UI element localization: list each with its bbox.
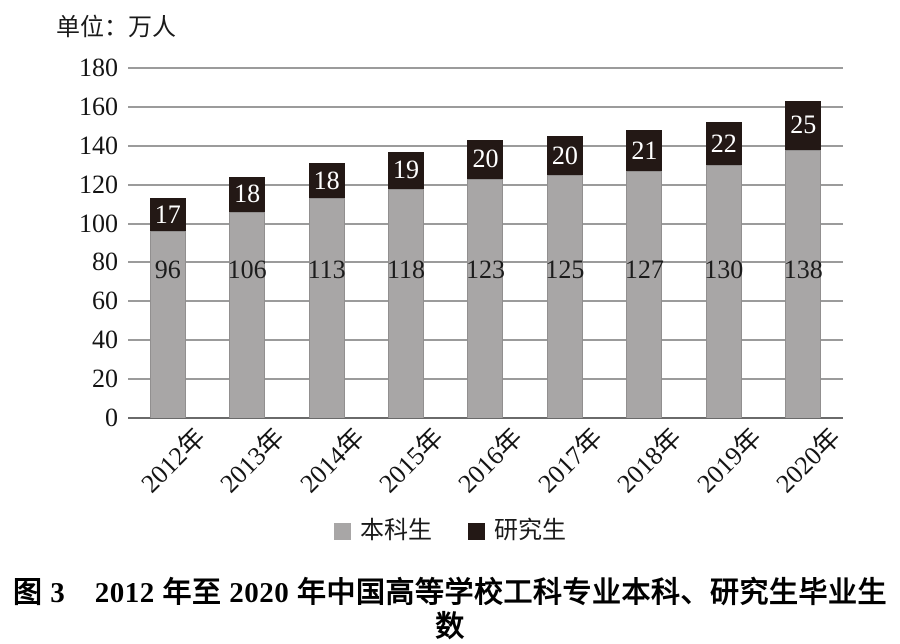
grad-value-label-2017: 20: [551, 140, 578, 170]
bars-container: 17 96 2012年 18 106 2013年 18 113 2014年 19 118 2015年 2…: [128, 68, 846, 498]
undergrad-value-label-2015: 118: [387, 255, 426, 284]
gridline-180: [128, 67, 843, 69]
grad-value-label-2016: 20: [472, 144, 499, 174]
x-tick-label-2014: 2014年: [294, 422, 370, 499]
undergrad-bar-segment-2014: [308, 198, 345, 418]
undergrad-bar-segment-2018: [626, 171, 663, 418]
grad-bar-segment-2016: 20: [467, 139, 504, 179]
y-tick-label-0: 0: [105, 403, 118, 432]
undergrad-value-label-2018: 127: [624, 255, 664, 284]
undergrad-value-label-2014: 113: [307, 255, 346, 284]
y-axis-unit-label: 单位：万人: [56, 15, 176, 41]
bar-column-2020: 25 138 2020年: [764, 68, 846, 498]
bar-column-2015: 19 118 2015年: [366, 68, 449, 498]
undergrad-value-label-2013: 106: [227, 255, 267, 284]
grad-value-label-2013: 18: [234, 179, 261, 209]
y-tick-label-80: 80: [92, 247, 118, 277]
grad-bar-segment-2015: 19: [388, 151, 425, 189]
x-tick-label-2016: 2016年: [452, 422, 529, 499]
legend-item-undergrad: 本科生: [334, 517, 432, 546]
undergrad-bar-segment-2019: [705, 165, 742, 418]
grad-bar-segment-2019: 22: [705, 122, 742, 166]
x-tick-label-2020: 2020年: [770, 422, 847, 499]
undergrad-bar-segment-2016: [467, 178, 504, 418]
undergrad-bar-segment-2013: [229, 211, 266, 418]
figure-page: 单位：万人 0 20 40 60 80 100 120 140 160 180 17 96 2012年 1…: [0, 13, 900, 643]
y-tick-label-160: 160: [79, 91, 118, 121]
plot-area: 0 20 40 60 80 100 120 140 160 180 17 96 2012年 18 106 20…: [79, 55, 846, 499]
figure-caption: 图 3 2012 年至 2020 年中国高等学校工科专业本科、研究生毕业生数: [12, 577, 887, 643]
bar-column-2018: 21 127 2018年: [605, 68, 687, 498]
grad-value-label-2015: 19: [393, 155, 420, 185]
grad-value-label-2019: 22: [710, 128, 737, 158]
legend: 本科生 研究生: [0, 517, 900, 546]
x-axis-line: [128, 417, 843, 419]
legend-label-grad: 研究生: [494, 518, 566, 544]
y-tick-label-40: 40: [92, 325, 118, 355]
grad-value-label-2012: 17: [154, 199, 181, 229]
grad-value-label-2014: 18: [313, 165, 340, 195]
grad-bar-segment-2020: 25: [785, 101, 822, 150]
grad-bar-segment-2013: 18: [229, 176, 266, 212]
x-tick-label-2015: 2015年: [373, 422, 450, 499]
x-tick-label-2018: 2018年: [611, 422, 688, 499]
grad-value-label-2020: 25: [790, 110, 817, 140]
grad-bar-segment-2014: 18: [308, 163, 345, 199]
legend-label-undergrad: 本科生: [360, 518, 432, 544]
bar-column-2013: 18 106 2013年: [207, 68, 290, 498]
undergrad-value-label-2016: 123: [465, 255, 505, 284]
grad-value-label-2018: 21: [631, 135, 658, 165]
x-tick-label-2019: 2019年: [691, 422, 767, 499]
x-tick-label-2017: 2017年: [532, 422, 608, 499]
undergrad-bar-segment-2015: [388, 188, 425, 418]
undergrad-bar-segment-2017: [546, 174, 583, 418]
x-tick-label-2012: 2012年: [135, 422, 211, 499]
grad-bar-segment-2012: 17: [149, 198, 186, 232]
undergrad-bar-segment-2012: [149, 231, 186, 418]
x-tick-label-2013: 2013年: [214, 422, 291, 499]
y-tick-label-100: 100: [79, 208, 118, 238]
bar-column-2019: 22 130 2019年: [684, 68, 767, 498]
undergrad-value-label-2012: 96: [154, 255, 181, 284]
undergrad-bar-segment-2020: [785, 149, 822, 418]
bar-column-2012: 17 96 2012年: [128, 68, 211, 498]
y-tick-label-140: 140: [79, 130, 118, 160]
grad-bar-segment-2017: 20: [546, 136, 583, 175]
y-tick-label-60: 60: [92, 286, 118, 316]
y-tick-label-180: 180: [79, 53, 118, 82]
bar-column-2016: 20 123 2016年: [446, 68, 529, 498]
legend-swatch-undergrad: [334, 523, 351, 540]
undergrad-value-label-2017: 125: [545, 255, 585, 284]
y-tick-label-120: 120: [79, 169, 118, 199]
undergrad-value-label-2019: 130: [704, 255, 744, 284]
bar-column-2017: 20 125 2017年: [525, 68, 608, 498]
legend-swatch-grad: [468, 523, 485, 540]
grad-bar-segment-2018: 21: [626, 130, 663, 172]
gridline-160: [128, 105, 843, 108]
legend-item-grad: 研究生: [468, 517, 566, 546]
y-tick-label-20: 20: [92, 364, 118, 394]
undergrad-value-label-2020: 138: [783, 255, 823, 284]
bar-column-2014: 18 113 2014年: [287, 68, 370, 498]
